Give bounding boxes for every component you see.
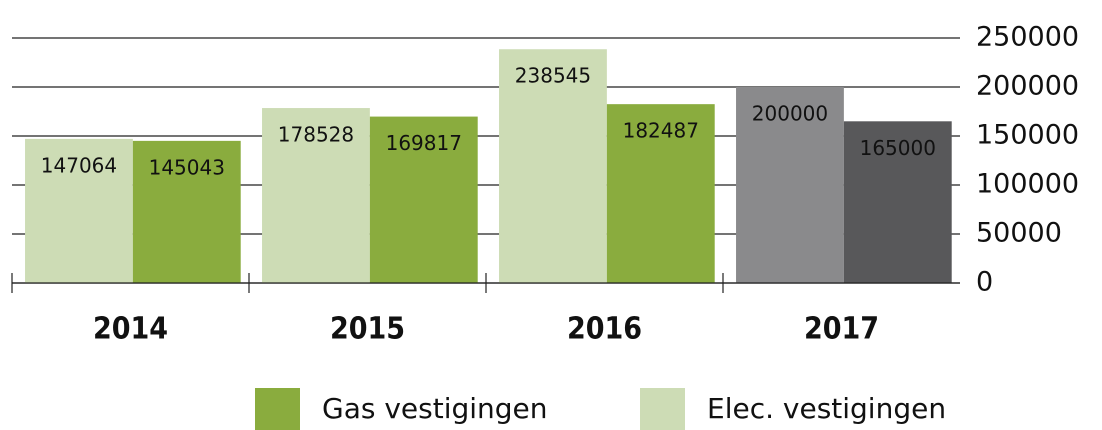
y-tick-label: 0 [976,267,993,298]
x-tick-label: 2015 [330,312,405,347]
x-tick-label: 2017 [804,312,879,347]
legend-label: Gas vestigingen [322,392,548,425]
value-label: 178528 [278,123,354,147]
y-tick-label: 150000 [976,120,1079,151]
x-tick-label: 2016 [567,312,642,347]
legend-label: Elec. vestigingen [707,392,946,425]
value-label: 182487 [623,119,699,143]
bar [132,140,241,283]
bar [262,108,370,283]
value-label: 169817 [386,131,462,155]
bar [606,104,715,283]
value-label: 238545 [515,64,591,88]
y-tick-label: 250000 [976,22,1079,53]
legend-swatch [640,388,685,430]
x-tick-label: 2014 [93,312,168,347]
value-label: 145043 [149,155,225,179]
value-label: 147064 [41,153,117,177]
bar [736,87,844,283]
bar [25,138,133,283]
y-tick-label: 50000 [976,218,1062,249]
value-label: 165000 [860,136,936,160]
y-tick-label: 100000 [976,169,1079,200]
bar [499,49,607,284]
value-label: 200000 [752,102,828,126]
y-tick-label: 200000 [976,71,1079,102]
legend-swatch [255,388,300,430]
bar [843,121,952,283]
bar [369,116,478,283]
